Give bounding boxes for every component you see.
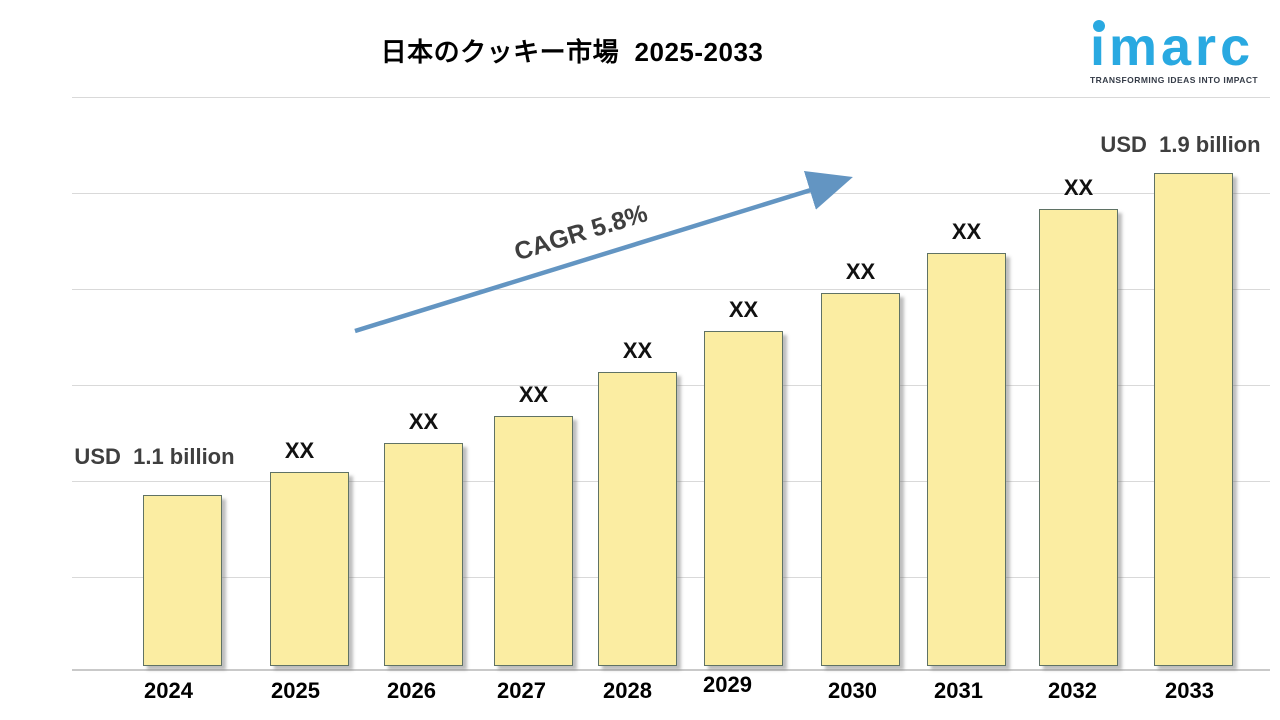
x-axis-label-2032: 2032	[1048, 678, 1097, 703]
x-axis-line	[72, 669, 1270, 671]
bar-value-label-2029: XX	[728, 297, 759, 322]
bar-value-label-2025: XX	[284, 438, 315, 463]
imarc-logo-tagline: TRANSFORMING IDEAS INTO IMPACT	[1090, 75, 1259, 85]
gridline	[72, 97, 1270, 98]
bar-value-label-2031: XX	[951, 219, 982, 244]
gridline	[72, 289, 1270, 290]
bar-value-label-2028: XX	[622, 338, 653, 363]
imarc-logo: ımarc TRANSFORMING IDEAS INTO IMPACT	[1090, 12, 1266, 85]
bar-2031	[927, 253, 1006, 666]
cagr-trend-arrow-icon	[354, 170, 853, 334]
x-axis-label-2026: 2026	[387, 678, 436, 703]
x-axis-label-2027: 2027	[497, 678, 546, 703]
bar-2030	[821, 293, 900, 666]
bar-2029	[704, 331, 783, 666]
imarc-logo-dot-icon	[1093, 20, 1105, 32]
bar-value-label-2027: XX	[518, 382, 549, 407]
x-axis-label-2024: 2024	[144, 678, 193, 703]
bar-2027	[494, 416, 573, 666]
bar-value-label-2030: XX	[845, 259, 876, 284]
bar-2028	[598, 372, 677, 666]
bar-value-label-2024: USD 1.1 billion	[74, 444, 235, 469]
x-axis-label-2029: 2029	[703, 672, 752, 697]
bar-2026	[384, 443, 463, 666]
x-axis-label-2033: 2033	[1165, 678, 1214, 703]
bar-2032	[1039, 209, 1118, 666]
bar-2033	[1154, 173, 1233, 666]
bar-value-label-2033: USD 1.9 billion	[1100, 132, 1261, 157]
x-axis-label-2028: 2028	[603, 678, 652, 703]
gridline	[72, 193, 1270, 194]
imarc-logo-wordmark: ımarc	[1090, 17, 1255, 77]
x-axis-label-2025: 2025	[271, 678, 320, 703]
chart-title: 日本のクッキー市場 2025-2033	[380, 37, 764, 67]
x-axis-label-2030: 2030	[828, 678, 877, 703]
bar-2025	[270, 472, 349, 666]
bar-value-label-2032: XX	[1063, 175, 1094, 200]
bar-2024	[143, 495, 222, 666]
bar-value-label-2026: XX	[408, 409, 439, 434]
x-axis-label-2031: 2031	[934, 678, 983, 703]
